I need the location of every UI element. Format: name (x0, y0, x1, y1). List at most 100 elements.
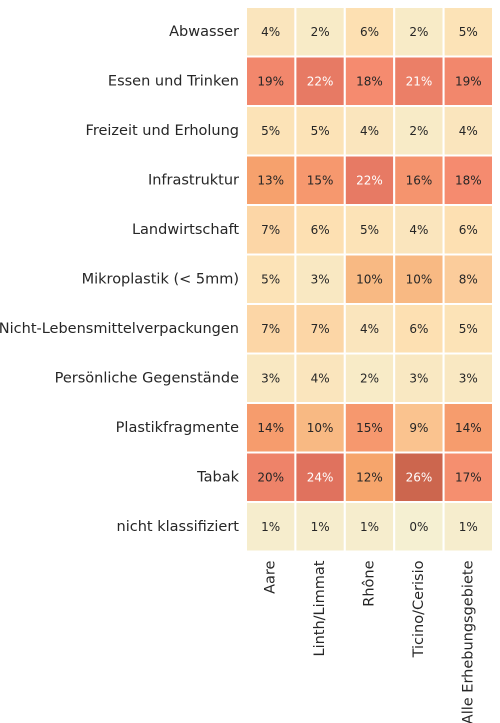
heatmap-cell (442, 253, 495, 305)
heatmap-cell (442, 55, 495, 107)
cell-value-label: 4% (360, 322, 379, 336)
cell-value-label: 2% (409, 25, 428, 39)
cell-value-label: 6% (459, 223, 478, 237)
cell-value-label: 10% (406, 272, 433, 286)
column-label: Ticino/Cerisio (411, 560, 427, 658)
column-axis-labels: Aare Linth/Limmat Rhône Ticino/Cerisio Alle … (263, 560, 477, 723)
cell-value-label: 2% (360, 371, 379, 385)
row-label: Mikroplastik (< 5mm) (82, 271, 239, 287)
heatmap-cell (245, 501, 297, 553)
row-label: Landwirtschaft (132, 222, 239, 238)
row-label: Abwasser (169, 24, 239, 40)
heatmap-cell (343, 204, 396, 256)
heatmap-cell (393, 154, 445, 206)
cell-value-label: 5% (311, 124, 330, 138)
cell-value-label: 5% (459, 25, 478, 39)
cell-value-label: 7% (311, 322, 330, 336)
cell-value-label: 24% (307, 470, 334, 484)
heatmap-cell (294, 154, 346, 206)
cell-value-label: 4% (261, 25, 280, 39)
cell-value-label: 4% (311, 371, 330, 385)
heatmap-cells (245, 6, 495, 553)
row-label: Infrastruktur (148, 172, 239, 188)
cell-value-label: 3% (311, 272, 330, 286)
cell-value-label: 3% (459, 371, 478, 385)
row-label: Tabak (196, 469, 239, 485)
cell-value-label: 4% (409, 223, 428, 237)
heatmap-cell (442, 402, 495, 454)
cell-value-label: 7% (261, 322, 280, 336)
cell-value-label: 4% (459, 124, 478, 138)
cell-value-label: 14% (257, 421, 284, 435)
heatmap-cell (294, 105, 346, 157)
column-label: Linth/Limmat (312, 560, 328, 656)
heatmap-cell (294, 253, 346, 305)
cell-value-label: 7% (261, 223, 280, 237)
heatmap-cell (245, 451, 297, 503)
column-label: Rhône (362, 560, 378, 606)
row-label: Freizeit und Erholung (86, 123, 239, 139)
cell-value-label: 4% (360, 124, 379, 138)
cell-value-label: 6% (360, 25, 379, 39)
cell-value-label: 14% (455, 421, 482, 435)
cell-value-label: 5% (459, 322, 478, 336)
cell-value-label: 18% (455, 173, 482, 187)
column-label: Alle Erhebungsgebiete (460, 560, 476, 723)
cell-value-label: 8% (459, 272, 478, 286)
heatmap-cell (393, 253, 445, 305)
cell-value-label: 15% (356, 421, 383, 435)
heatmap-cell (343, 451, 396, 503)
cell-value-label: 5% (261, 124, 280, 138)
cell-value-label: 2% (409, 124, 428, 138)
heatmap-cell (294, 352, 346, 404)
cell-value-label: 13% (257, 173, 284, 187)
cell-value-label: 17% (455, 470, 482, 484)
cell-value-label: 10% (307, 421, 334, 435)
cell-value-label: 0% (409, 520, 428, 534)
heatmap-cell (245, 204, 297, 256)
heatmap-cell (442, 451, 495, 503)
cell-value-label: 16% (406, 173, 433, 187)
heatmap-cell (245, 303, 297, 355)
cell-value-label: 1% (311, 520, 330, 534)
heatmap-cell (294, 204, 346, 256)
cell-value-label: 12% (356, 470, 383, 484)
heatmap-cell (245, 55, 297, 107)
cell-value-label: 26% (406, 470, 433, 484)
cell-value-label: 19% (257, 74, 284, 88)
row-label: Nicht-Lebensmittelverpackungen (0, 321, 239, 337)
heatmap-cell (442, 501, 495, 553)
heatmap-cell (343, 501, 396, 553)
heatmap-cell-labels: 4% 2% 6% 2% 5% 19% 22% 18% 21% 19% 5% 5% 4% 2% 4% 13% 15… (257, 25, 481, 534)
cell-value-label: 2% (311, 25, 330, 39)
cell-value-label: 9% (409, 421, 428, 435)
cell-value-label: 20% (257, 470, 284, 484)
cell-value-label: 6% (409, 322, 428, 336)
cell-value-label: 5% (261, 272, 280, 286)
cell-value-label: 18% (356, 74, 383, 88)
cell-value-label: 22% (356, 173, 383, 187)
heatmap-cell (245, 154, 297, 206)
cell-value-label: 10% (356, 272, 383, 286)
cell-value-label: 3% (261, 371, 280, 385)
cell-value-label: 21% (406, 74, 433, 88)
heatmap-cell (393, 501, 445, 553)
row-label: Essen und Trinken (108, 73, 239, 89)
cell-value-label: 22% (307, 74, 334, 88)
cell-value-label: 15% (307, 173, 334, 187)
cell-value-label: 3% (409, 371, 428, 385)
row-label: Plastikfragmente (116, 420, 239, 436)
row-label: nicht klassifiziert (117, 519, 240, 535)
heatmap-cell (442, 154, 495, 206)
cell-value-label: 19% (455, 74, 482, 88)
column-label: Aare (263, 560, 279, 593)
cell-value-label: 1% (261, 520, 280, 534)
heatmap-cell (393, 105, 445, 157)
heatmap-cell (245, 352, 297, 404)
cell-value-label: 6% (311, 223, 330, 237)
row-label: Persönliche Gegenstände (55, 370, 239, 386)
row-axis-labels: Abwasser Essen und Trinken Freizeit und Er… (0, 24, 240, 535)
cell-value-label: 1% (360, 520, 379, 534)
cell-value-label: 1% (459, 520, 478, 534)
